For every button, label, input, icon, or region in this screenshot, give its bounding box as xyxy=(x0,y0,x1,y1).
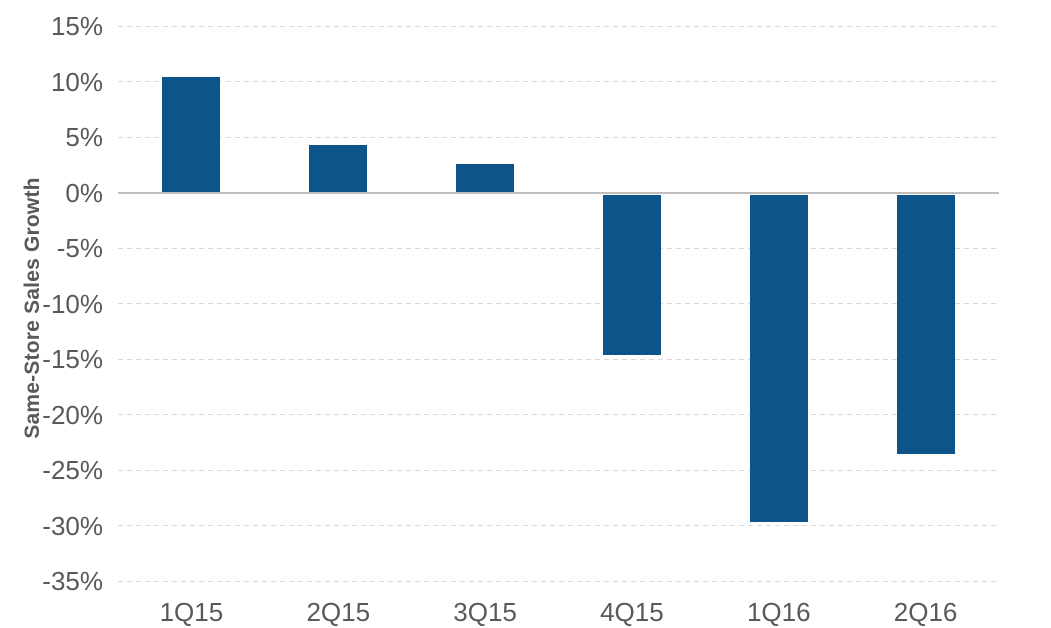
bar-3Q15 xyxy=(456,163,515,193)
y-tick-label-15: 15% xyxy=(50,11,103,41)
y-tick-label--15: -15% xyxy=(42,344,103,374)
gridline--5 xyxy=(118,247,999,249)
x-tick-label-2Q15: 2Q15 xyxy=(306,597,371,627)
x-tick-label-3Q15: 3Q15 xyxy=(453,597,517,627)
gridline--35 xyxy=(118,580,999,582)
y-tick-label-5: 5% xyxy=(65,122,103,152)
gridline-15 xyxy=(118,25,999,27)
zero-gridline xyxy=(118,191,999,194)
x-tick-label-2Q16: 2Q16 xyxy=(893,597,958,627)
x-tick-label-4Q15: 4Q15 xyxy=(600,597,664,627)
y-tick-label--20: -20% xyxy=(42,399,103,430)
y-tick-label--25: -25% xyxy=(42,455,103,485)
y-tick-label--5: -5% xyxy=(56,233,103,263)
gridline--15 xyxy=(118,358,999,360)
y-tick-label--35: -35% xyxy=(42,566,103,596)
y-tick-label--10: -10% xyxy=(42,288,103,319)
x-tick-label-1Q15: 1Q15 xyxy=(159,597,224,627)
gridline--25 xyxy=(118,469,999,471)
bar-1Q16 xyxy=(749,194,808,523)
y-tick-label--30: -30% xyxy=(42,510,103,541)
gridline--20 xyxy=(118,414,999,415)
bar-2Q16 xyxy=(896,194,955,455)
bar-4Q15 xyxy=(602,194,661,355)
bar-1Q15 xyxy=(162,77,221,193)
gridline--10 xyxy=(118,303,999,304)
gridline-5 xyxy=(118,136,999,138)
y-tick-label-0: 0% xyxy=(65,177,103,208)
gridline-10 xyxy=(118,81,999,82)
bar-2Q15 xyxy=(309,144,368,193)
gridline--30 xyxy=(118,525,999,526)
y-tick-label-10: 10% xyxy=(50,66,103,97)
x-tick-label-1Q16: 1Q16 xyxy=(746,597,811,627)
